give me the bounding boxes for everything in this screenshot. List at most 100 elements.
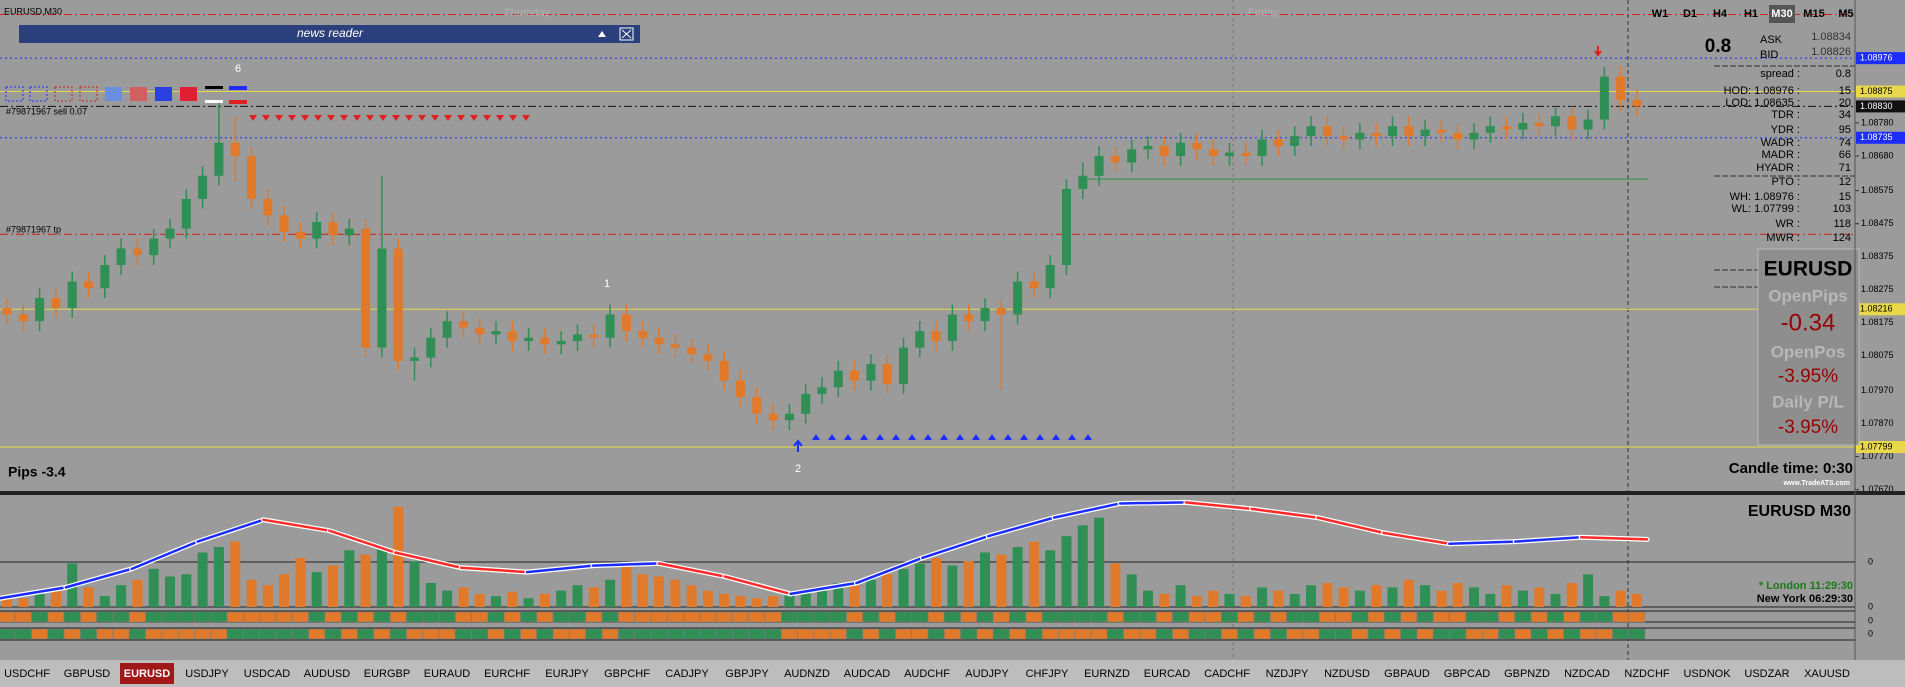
histogram-bar: [702, 590, 713, 607]
histogram-bar: [18, 598, 29, 607]
symbol-tab[interactable]: AUDCHF: [904, 668, 950, 680]
state-cell: [797, 611, 814, 623]
candle-body: [850, 370, 860, 381]
symbol-tab[interactable]: XAUUSD: [1804, 668, 1850, 680]
symbol-tab[interactable]: GBPJPY: [725, 668, 769, 680]
candle-body: [915, 331, 925, 348]
symbol-tab[interactable]: EURGBP: [364, 668, 410, 680]
buy-arrow: [1084, 434, 1092, 440]
state-cell: [1400, 611, 1418, 623]
state-cell: [1139, 628, 1157, 640]
state-cell: [1107, 611, 1124, 623]
stat-label: WH: 1.08976 :: [1730, 191, 1800, 203]
level-tag: [1856, 441, 1905, 454]
daily-pl: -3.95%: [1778, 417, 1838, 438]
spread-big: 0.8: [1705, 36, 1731, 57]
histogram-bar: [50, 590, 61, 607]
histogram-bar: [230, 541, 241, 607]
histogram-bar: [1371, 585, 1382, 607]
symbol-tab[interactable]: AUDUSD: [304, 668, 351, 680]
timeframe-button[interactable]: M15: [1803, 8, 1824, 20]
timeframe-button[interactable]: M5: [1838, 8, 1853, 20]
state-cell: [1204, 611, 1222, 623]
sell-arrow: [249, 115, 257, 121]
symbol-tab[interactable]: NZDUSD: [1324, 668, 1370, 680]
histogram-bar: [751, 598, 762, 607]
histogram-bar: [1273, 590, 1284, 607]
indicator-title: EURUSD M30: [1748, 503, 1851, 520]
news-reader-bar[interactable]: [19, 25, 640, 43]
symbol-tab[interactable]: EURCAD: [1144, 668, 1191, 680]
symbol-tab[interactable]: USDCAD: [244, 668, 291, 680]
state-cell: [373, 611, 391, 623]
candle-body: [1485, 126, 1495, 133]
state-cell: [552, 611, 570, 623]
timeframe-button[interactable]: W1: [1652, 8, 1669, 20]
timeframe-button[interactable]: D1: [1683, 8, 1697, 20]
symbol-tab[interactable]: EURJPY: [545, 668, 589, 680]
candle-body: [1322, 126, 1332, 137]
symbol-tab[interactable]: NZDJPY: [1266, 668, 1309, 680]
state-cell: [96, 628, 114, 640]
state-cell: [960, 628, 977, 640]
histogram-bar: [882, 574, 893, 607]
symbol-tab[interactable]: CHFJPY: [1026, 668, 1069, 680]
arrow-icon: [1594, 46, 1602, 57]
signal-line: [262, 518, 331, 532]
candle-body: [1029, 281, 1039, 289]
symbol-tab[interactable]: USDJPY: [185, 668, 229, 680]
symbol-tab[interactable]: GBPCAD: [1444, 668, 1491, 680]
symbol-tab[interactable]: USDZAR: [1744, 668, 1789, 680]
symbol-tab[interactable]: EURNZD: [1084, 668, 1130, 680]
state-cell: [1253, 628, 1271, 640]
state-cell: [1498, 611, 1515, 623]
histogram-bar: [670, 579, 681, 607]
timeframe-button[interactable]: H1: [1744, 8, 1758, 20]
symbol-tab[interactable]: GBPAUD: [1384, 668, 1430, 680]
symbol-tab[interactable]: GBPNZD: [1504, 668, 1550, 680]
histogram-bar: [262, 585, 273, 607]
candle-body: [1583, 119, 1593, 130]
symbol-tab[interactable]: USDCHF: [4, 668, 50, 680]
y-tick-label: 1.07670: [1861, 484, 1894, 494]
state-cell: [846, 611, 863, 623]
signal-line: [196, 518, 265, 543]
candle-body: [165, 228, 175, 239]
candle-body: [1062, 188, 1071, 265]
sell-arrow: [431, 115, 439, 121]
state-cell: [487, 628, 505, 640]
candle-body: [1502, 126, 1512, 130]
symbol-tab[interactable]: NZDCAD: [1564, 668, 1610, 680]
timeframe-button[interactable]: M30: [1771, 8, 1792, 20]
symbol-tab[interactable]: GBPCHF: [604, 668, 650, 680]
symbol-tab[interactable]: AUDNZD: [784, 668, 830, 680]
stat-value: 66: [1839, 149, 1851, 161]
symbol-tab[interactable]: AUDCAD: [844, 668, 891, 680]
candle-body: [784, 413, 794, 421]
symbol-tab[interactable]: NZDCHF: [1624, 668, 1669, 680]
state-cell: [324, 628, 342, 640]
symbol-tab[interactable]: USDNOK: [1683, 668, 1731, 680]
close-icon[interactable]: [619, 27, 634, 41]
state-cell: [1563, 611, 1581, 623]
signal-line: [1448, 540, 1517, 546]
symbol-tab[interactable]: AUDJPY: [965, 668, 1009, 680]
state-cell: [878, 611, 896, 623]
state-cell: [1612, 611, 1629, 623]
timeframe-button[interactable]: H4: [1713, 8, 1728, 20]
histogram-bar: [914, 563, 925, 607]
candle-body: [866, 364, 876, 381]
collapse-icon[interactable]: [598, 31, 606, 37]
candle-body: [833, 370, 843, 388]
level-label: 1.08875: [1860, 86, 1893, 96]
symbol-tab[interactable]: EURUSD: [124, 668, 171, 680]
symbol-tab[interactable]: GBPUSD: [64, 668, 111, 680]
state-cell: [63, 611, 81, 623]
state-cell: [748, 628, 766, 640]
symbol-tab[interactable]: EURCHF: [484, 668, 530, 680]
candle-body: [377, 248, 387, 348]
histogram-bar: [116, 585, 127, 607]
symbol-tab[interactable]: CADJPY: [665, 668, 709, 680]
symbol-tab[interactable]: EURAUD: [424, 668, 471, 680]
symbol-tab[interactable]: CADCHF: [1204, 668, 1250, 680]
